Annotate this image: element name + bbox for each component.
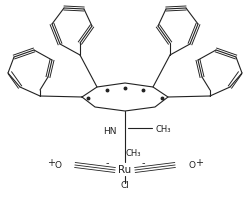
Text: +: + (47, 158, 55, 168)
Text: +: + (195, 158, 203, 168)
Text: Cl: Cl (120, 181, 130, 189)
Text: Ru: Ru (118, 165, 132, 175)
Text: O: O (188, 161, 196, 169)
Text: O: O (54, 161, 62, 169)
Text: -: - (105, 158, 109, 168)
Text: CH₃: CH₃ (155, 125, 170, 135)
Text: -: - (141, 158, 145, 168)
Text: HN: HN (104, 127, 117, 137)
Text: CH₃: CH₃ (126, 148, 142, 158)
